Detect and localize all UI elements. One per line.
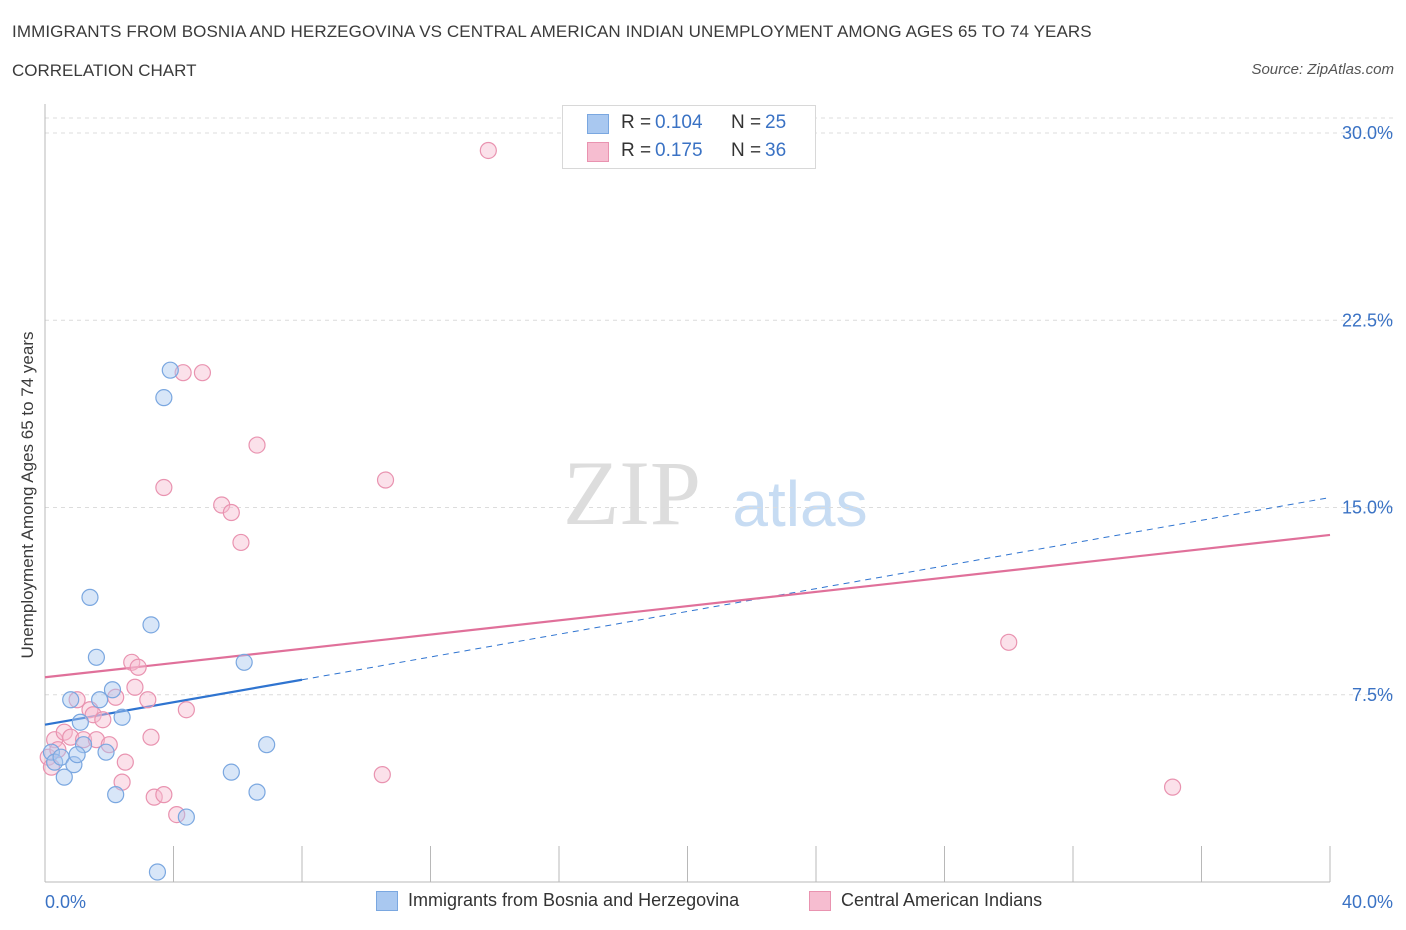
point-central-american-indians	[376, 471, 395, 489]
point-bosnia-herzegovina	[91, 691, 109, 709]
legend-n-value: 25	[765, 112, 787, 133]
legend-n-value: 36	[765, 140, 787, 161]
gridlines	[45, 117, 1395, 696]
point-bosnia-herzegovina	[97, 743, 115, 761]
legend-n-label: N =	[731, 140, 762, 161]
point-bosnia-herzegovina	[81, 588, 99, 606]
point-central-american-indians	[68, 691, 86, 709]
point-bosnia-herzegovina	[62, 691, 80, 709]
tick-labels: 7.5% 15.0% 22.5% 30.0% 0.0% 40.0%	[45, 123, 1393, 912]
x-tick-label: 40.0%	[1342, 892, 1393, 912]
bottom-legend-swatch-pink	[809, 891, 831, 911]
point-central-american-indians	[116, 753, 134, 771]
point-central-american-indians	[129, 658, 147, 676]
point-bosnia-herzegovina	[68, 746, 86, 764]
point-central-american-indians	[168, 805, 186, 824]
point-bosnia-herzegovina	[222, 763, 240, 781]
legend-swatch-pink	[587, 142, 609, 162]
point-bosnia-herzegovina	[42, 743, 61, 761]
point-central-american-indians	[94, 711, 112, 729]
data-points	[39, 141, 1182, 881]
point-central-american-indians	[193, 364, 212, 382]
point-central-american-indians	[232, 533, 250, 552]
point-central-american-indians	[155, 786, 173, 804]
point-bosnia-herzegovina	[148, 863, 167, 881]
point-bosnia-herzegovina	[248, 783, 266, 801]
point-bosnia-herzegovina	[74, 736, 93, 754]
y-tick-label: 7.5%	[1352, 685, 1393, 705]
point-bosnia-herzegovina	[258, 736, 276, 754]
point-bosnia-herzegovina	[65, 756, 83, 774]
point-central-american-indians	[174, 364, 192, 382]
stats-legend: R = 0.104 N = 25 R = 0.175 N = 36	[562, 105, 816, 169]
point-bosnia-herzegovina	[55, 768, 73, 786]
legend-n-label: N =	[731, 112, 762, 133]
point-central-american-indians	[1000, 633, 1018, 651]
point-central-american-indians	[139, 691, 157, 709]
point-central-american-indians	[145, 788, 163, 806]
legend-swatch-blue	[587, 114, 609, 134]
watermark-atlas: atlas	[732, 468, 867, 540]
point-central-american-indians	[126, 678, 144, 696]
chart-subtitle: CORRELATION CHART	[12, 61, 197, 80]
point-bosnia-herzegovina	[155, 389, 173, 407]
y-tick-label: 22.5%	[1342, 310, 1393, 330]
point-bosnia-herzegovina	[71, 713, 89, 731]
point-central-american-indians	[248, 436, 266, 454]
point-bosnia-herzegovina	[235, 653, 253, 671]
point-central-american-indians	[87, 731, 106, 749]
point-bosnia-herzegovina	[161, 361, 179, 379]
legend-r-label: R =	[621, 112, 652, 133]
bottom-legend-label-blue: Immigrants from Bosnia and Herzegovina	[408, 890, 740, 910]
point-central-american-indians	[74, 731, 93, 749]
legend-r-label: R =	[621, 140, 652, 161]
y-axis-label: Unemployment Among Ages 65 to 74 years	[18, 331, 37, 659]
point-bosnia-herzegovina	[142, 616, 160, 634]
point-central-american-indians	[142, 728, 160, 746]
trend-line-pink	[44, 533, 1331, 679]
point-bosnia-herzegovina	[103, 681, 122, 699]
point-bosnia-herzegovina	[87, 648, 106, 666]
point-central-american-indians	[373, 766, 391, 784]
trend-line-blue-extended	[301, 497, 1331, 681]
watermark-zip: ZIP	[563, 442, 701, 544]
chart-title: IMMIGRANTS FROM BOSNIA AND HERZEGOVINA V…	[12, 22, 1092, 41]
point-central-american-indians	[84, 706, 102, 724]
y-tick-label: 15.0%	[1342, 498, 1393, 518]
point-central-american-indians	[479, 141, 497, 160]
point-central-american-indians	[1163, 778, 1182, 796]
point-bosnia-herzegovina	[113, 708, 131, 726]
bottom-legend-label-pink: Central American Indians	[841, 890, 1043, 910]
point-central-american-indians	[177, 701, 195, 719]
point-central-american-indians	[62, 728, 80, 746]
point-bosnia-herzegovina	[177, 808, 195, 826]
legend-r-value: 0.175	[655, 140, 703, 161]
bottom-legend-swatch-blue	[376, 891, 398, 911]
source-label: Source: ZipAtlas.com	[1251, 61, 1394, 78]
axes	[44, 104, 1331, 883]
point-bosnia-herzegovina	[107, 786, 125, 804]
point-central-american-indians	[155, 478, 173, 497]
point-central-american-indians	[222, 503, 240, 522]
x-tick-label: 0.0%	[45, 892, 86, 912]
y-tick-label: 30.0%	[1342, 123, 1393, 143]
watermark: ZIP atlas	[563, 442, 868, 544]
legend-r-value: 0.104	[655, 112, 703, 133]
